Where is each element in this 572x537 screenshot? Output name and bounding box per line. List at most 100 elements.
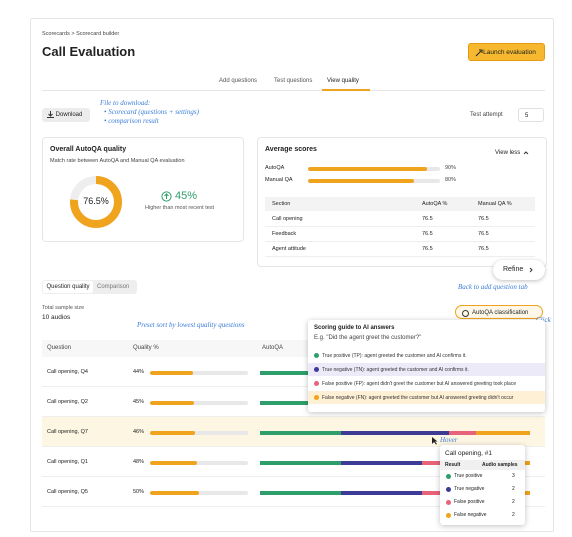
tab-active[interactable]: View quality (327, 78, 359, 84)
score-track (308, 167, 440, 171)
icon (462, 309, 469, 317)
select-value: 5 (525, 113, 529, 119)
question: Call opening, Q2 (47, 399, 88, 405)
chevron (523, 151, 529, 155)
score-track (308, 179, 440, 183)
score-label: AutoQA (265, 165, 285, 171)
tab-underline (322, 89, 370, 91)
autoqa-segment (260, 431, 341, 435)
column-header: Quality % (133, 345, 159, 351)
legend-dot (314, 381, 319, 386)
question: Call opening, Q5 (47, 489, 88, 495)
cell: Feedback (272, 231, 297, 237)
classification-button[interactable]: AutoQA classification (455, 305, 543, 319)
question: Call opening, Q1 (47, 459, 88, 465)
change: 45% (175, 190, 198, 202)
button-label: Launch evaluation (483, 49, 536, 56)
legend-row (308, 391, 545, 404)
annotation: File to download: (100, 99, 151, 107)
quality-value: 48% (133, 459, 145, 465)
legend-text: False positive (FP): agent didn't greet … (322, 380, 517, 387)
autoqa-segment (476, 431, 530, 435)
breadcrumb[interactable]: Scorecards > Scorecard builder (42, 31, 120, 37)
divider (42, 90, 545, 91)
tooltip-label: True negative (454, 486, 485, 492)
tooltip-value: 2 (512, 499, 515, 505)
annotation: Back to add question tab (458, 283, 528, 291)
change-note: Higher than most recent test (145, 205, 215, 211)
autoqa-segment (260, 461, 341, 465)
button-label: Refine (503, 266, 524, 273)
row-divider (265, 256, 535, 257)
legend-text: False negative (FN): agent greeted the c… (322, 394, 514, 401)
cell: Call opening (272, 216, 303, 222)
chevron (529, 267, 533, 273)
tab[interactable]: Comparison (97, 284, 130, 290)
annotation: • comparison result (104, 117, 159, 125)
button-label: AutoQA classification (472, 310, 529, 316)
tooltip-value: 2 (512, 512, 515, 518)
cell: 76.5 (478, 231, 489, 237)
tooltip-header (440, 460, 525, 470)
score-value: 80% (445, 177, 457, 183)
quality-track (150, 431, 248, 435)
tooltip: Call opening, #1 Result Audio samples Tr… (440, 445, 525, 525)
autoqa-segment (449, 431, 476, 435)
tooltip-title: Call opening, #1 (445, 450, 492, 457)
toggle[interactable]: View less (495, 150, 521, 156)
download-button[interactable]: Download (42, 108, 90, 122)
sample-size: 10 audios (42, 314, 71, 321)
quality-value: 45% (133, 399, 145, 405)
quality-bar (150, 461, 198, 465)
legend-dot (314, 353, 319, 358)
column-header: AutoQA (262, 345, 284, 351)
tab-active[interactable]: Question quality (43, 281, 93, 293)
card-title: Overall AutoQA quality (50, 146, 127, 153)
refine-button[interactable]: Refine (493, 260, 545, 280)
select[interactable]: 5 (518, 108, 544, 122)
popup-example: E.g. "Did the agent greet the customer?" (314, 335, 422, 341)
tooltip-value: 2 (512, 486, 515, 492)
donut (70, 176, 122, 228)
cell: Agent attitude (272, 246, 306, 252)
tab[interactable]: Add questions (219, 78, 258, 84)
legend-dot (314, 395, 319, 400)
score-value: 90% (445, 165, 457, 171)
quality-value: 46% (133, 429, 145, 435)
quality-track (150, 401, 248, 405)
tooltip-label: False positive (454, 499, 485, 505)
quality-bar (150, 431, 196, 435)
donut-label: 76.5% (83, 196, 109, 206)
tooltip-label: False negative (454, 512, 487, 518)
autoqa-segment (260, 491, 341, 495)
quality-track (150, 461, 248, 465)
annotation: Preset sort by lowest quality questions (137, 321, 245, 329)
question: Call opening, Q4 (47, 369, 88, 375)
quality-bar (150, 401, 195, 405)
quality-value: 44% (133, 369, 145, 375)
column-header: AutoQA % (422, 201, 448, 207)
quality-track (150, 371, 248, 375)
quality-value: 50% (133, 489, 145, 495)
legend-text: True positive (TP): agent greeted the cu… (322, 352, 467, 359)
column-header: Audio samples (482, 462, 518, 468)
popup-title: Scoring guide to AI answers (314, 325, 395, 331)
tooltip-dot (446, 513, 451, 518)
card-title: Average scores (265, 146, 317, 153)
row-divider (265, 241, 535, 242)
legend-popup: Scoring guide to AI answers E.g. "Did th… (308, 320, 545, 412)
autoqa-segment (341, 491, 422, 495)
autoqa-segment (341, 431, 449, 435)
legend-row (308, 349, 545, 362)
tab[interactable]: Test questions (274, 78, 313, 84)
tooltip-label: True positive (454, 473, 483, 479)
launch-button[interactable]: Launch evaluation (468, 43, 545, 61)
column-header: Manual QA % (478, 201, 512, 207)
tooltip-dot (446, 487, 451, 492)
donut-arc (70, 176, 122, 228)
tooltip-dot (446, 474, 451, 479)
score-bar (308, 167, 427, 171)
cursor (432, 437, 438, 445)
cell: 76.5 (478, 246, 489, 252)
